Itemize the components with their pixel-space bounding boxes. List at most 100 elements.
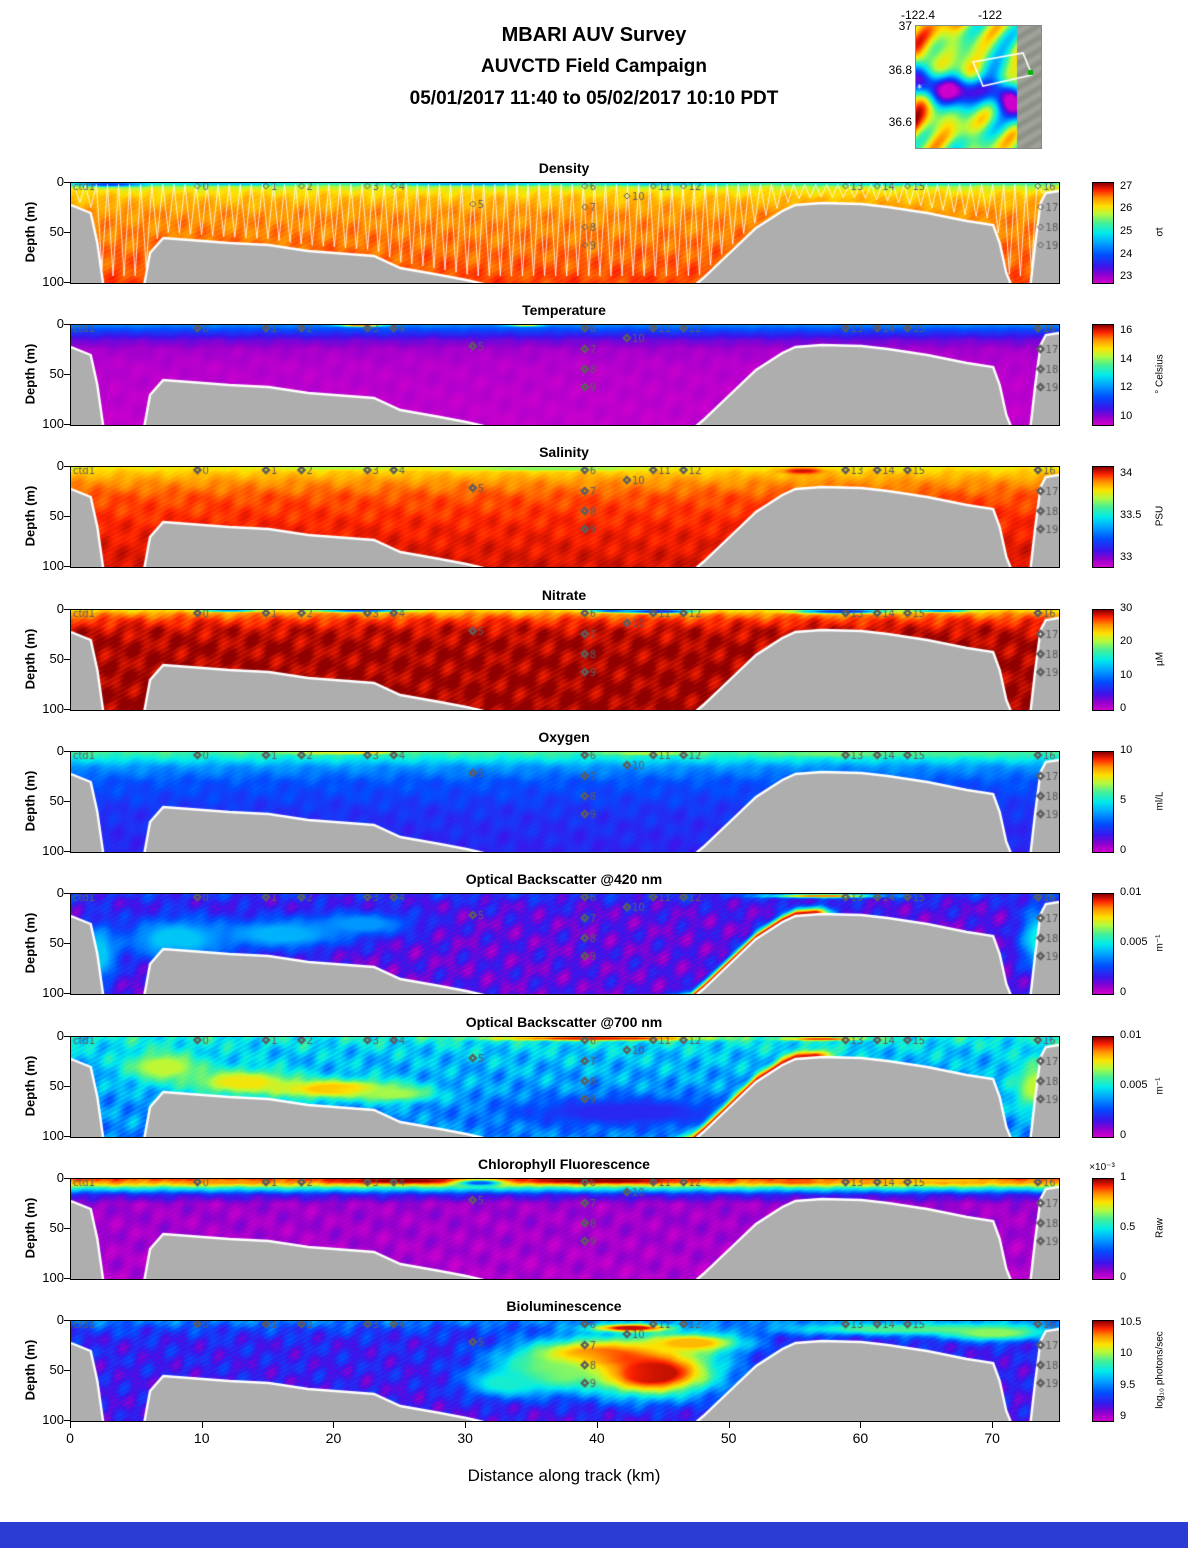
y-tick-label: 0 (56, 316, 64, 331)
section-canvas-salinity (70, 466, 1060, 568)
colorbar-unit-label: σt (1154, 227, 1166, 237)
y-tick-mark (64, 232, 70, 233)
section-canvas-chlorophyll-fluorescence (70, 1178, 1060, 1280)
colorbar-optical-backscatter-420-nm (1092, 893, 1114, 995)
colorbar-tick-label: 9 (1120, 1409, 1127, 1422)
colorbar-tick-label: 23 (1120, 270, 1133, 283)
map-lon-tick: -122 (977, 8, 1003, 22)
colorbar-tick-label: 0 (1120, 986, 1127, 998)
colorbar-tick-label: 27 (1120, 179, 1133, 192)
y-tick-label: 0 (56, 1170, 64, 1185)
colorbar-tick-label: 0 (1120, 1271, 1127, 1283)
panel-title-salinity: Salinity (539, 444, 589, 460)
map-lat-tick: 36.6 (888, 115, 912, 129)
y-tick-mark (64, 1278, 70, 1279)
x-tick-label: 50 (720, 1430, 737, 1446)
y-tick-label: 0 (56, 885, 64, 900)
y-tick-mark (64, 1178, 70, 1179)
figure-subtitle: AUVCTD Field Campaign (481, 56, 707, 77)
y-tick-label: 0 (56, 601, 64, 616)
colorbar-tick-label: 14 (1120, 352, 1133, 365)
x-tick-label: 70 (984, 1430, 1000, 1446)
colorbar-tick-label: 30 (1120, 602, 1133, 614)
y-tick-label: 50 (49, 1362, 64, 1377)
colorbar-unit-label: ml/L (1154, 791, 1166, 811)
x-tick-mark (201, 1422, 203, 1428)
colorbar-tick-label: 0 (1120, 702, 1127, 714)
section-canvas-optical-backscatter-700-nm (70, 1036, 1060, 1138)
x-tick-mark (992, 1422, 994, 1428)
colorbar-unit-label: ° Celsius (1154, 354, 1166, 394)
x-tick-mark (333, 1422, 335, 1428)
y-tick-mark (64, 801, 70, 802)
y-tick-mark (64, 182, 70, 183)
x-tick-label: 60 (852, 1430, 869, 1446)
x-tick-mark (860, 1422, 862, 1428)
colorbar-unit-label: log₁₀ photons/sec (1154, 1331, 1166, 1409)
map-lon-tick: -122.4 (900, 8, 936, 22)
panel-title-optical-backscatter-420-nm: Optical Backscatter @420 nm (465, 871, 663, 887)
colorbar-nitrate (1092, 609, 1114, 711)
panel-title-chlorophyll-fluorescence: Chlorophyll Fluorescence (478, 1156, 650, 1172)
y-tick-label: 100 (42, 985, 64, 1000)
section-canvas-bioluminescence (70, 1320, 1060, 1422)
y-tick-mark (64, 1320, 70, 1321)
colorbar-unit-label: PSU (1154, 505, 1166, 527)
colorbar-chlorophyll-fluorescence (1092, 1178, 1114, 1280)
colorbar-tick-label: 10.5 (1120, 1316, 1142, 1329)
y-tick-mark (64, 324, 70, 325)
section-canvas-optical-backscatter-420-nm (70, 893, 1060, 995)
x-tick-label: 20 (325, 1430, 342, 1446)
y-tick-mark (64, 1086, 70, 1087)
panel-title-density: Density (538, 160, 590, 176)
colorbar-tick-label: 24 (1120, 247, 1133, 260)
y-tick-mark (64, 1228, 70, 1229)
colorbar-tick-label: 26 (1120, 202, 1133, 215)
y-tick-mark (64, 466, 70, 467)
colorbar-tick-label: 10 (1120, 668, 1133, 681)
colorbar-header: ×10⁻³ (1089, 1162, 1115, 1173)
y-tick-label: 100 (42, 416, 64, 431)
y-tick-label: 50 (49, 1220, 64, 1235)
map-lat-tick: 36.8 (888, 63, 912, 77)
y-tick-mark (64, 659, 70, 660)
y-tick-label: 0 (56, 743, 64, 758)
y-tick-mark (64, 1420, 70, 1421)
y-tick-mark (64, 424, 70, 425)
panel-title-nitrate: Nitrate (541, 587, 587, 603)
colorbar-tick-label: 0 (1120, 844, 1127, 856)
panel-title-optical-backscatter-700-nm: Optical Backscatter @700 nm (465, 1014, 663, 1030)
figure-date-range: 05/01/2017 11:40 to 05/02/2017 10:10 PDT (409, 88, 779, 109)
y-tick-label: 100 (42, 1270, 64, 1285)
x-tick-mark (596, 1422, 598, 1428)
y-tick-label: 100 (42, 701, 64, 716)
x-axis-label: Distance along track (km) (467, 1466, 661, 1485)
x-tick-label: 0 (66, 1430, 74, 1446)
footer-bar (0, 1522, 1188, 1548)
colorbar-tick-label: 0.01 (1120, 1029, 1142, 1041)
panel-title-bioluminescence: Bioluminescence (506, 1298, 622, 1314)
colorbar-oxygen (1092, 751, 1114, 853)
panel-title-oxygen: Oxygen (538, 729, 590, 745)
map-inset-canvas (915, 25, 1042, 149)
y-tick-label: 50 (49, 508, 64, 523)
section-canvas-oxygen (70, 751, 1060, 853)
colorbar-temperature (1092, 324, 1114, 426)
y-tick-label: 0 (56, 1312, 64, 1327)
y-tick-label: 50 (49, 224, 64, 239)
y-tick-label: 100 (42, 843, 64, 858)
x-tick-label: 10 (193, 1430, 210, 1446)
y-tick-mark (64, 1136, 70, 1137)
colorbar-tick-label: 0.01 (1120, 886, 1142, 898)
colorbar-unit-label: Raw (1154, 1217, 1166, 1239)
x-tick-label: 30 (457, 1430, 473, 1446)
map-lat-tick: 37 (898, 19, 912, 33)
y-tick-label: 0 (56, 1028, 64, 1043)
colorbar-tick-label: 12 (1120, 381, 1133, 394)
colorbar-density (1092, 182, 1114, 284)
colorbar-tick-label: 9.5 (1120, 1378, 1136, 1391)
section-canvas-nitrate (70, 609, 1060, 711)
colorbar-tick-label: 16 (1120, 324, 1133, 337)
y-tick-label: 100 (42, 558, 64, 573)
y-tick-label: 50 (49, 935, 64, 950)
